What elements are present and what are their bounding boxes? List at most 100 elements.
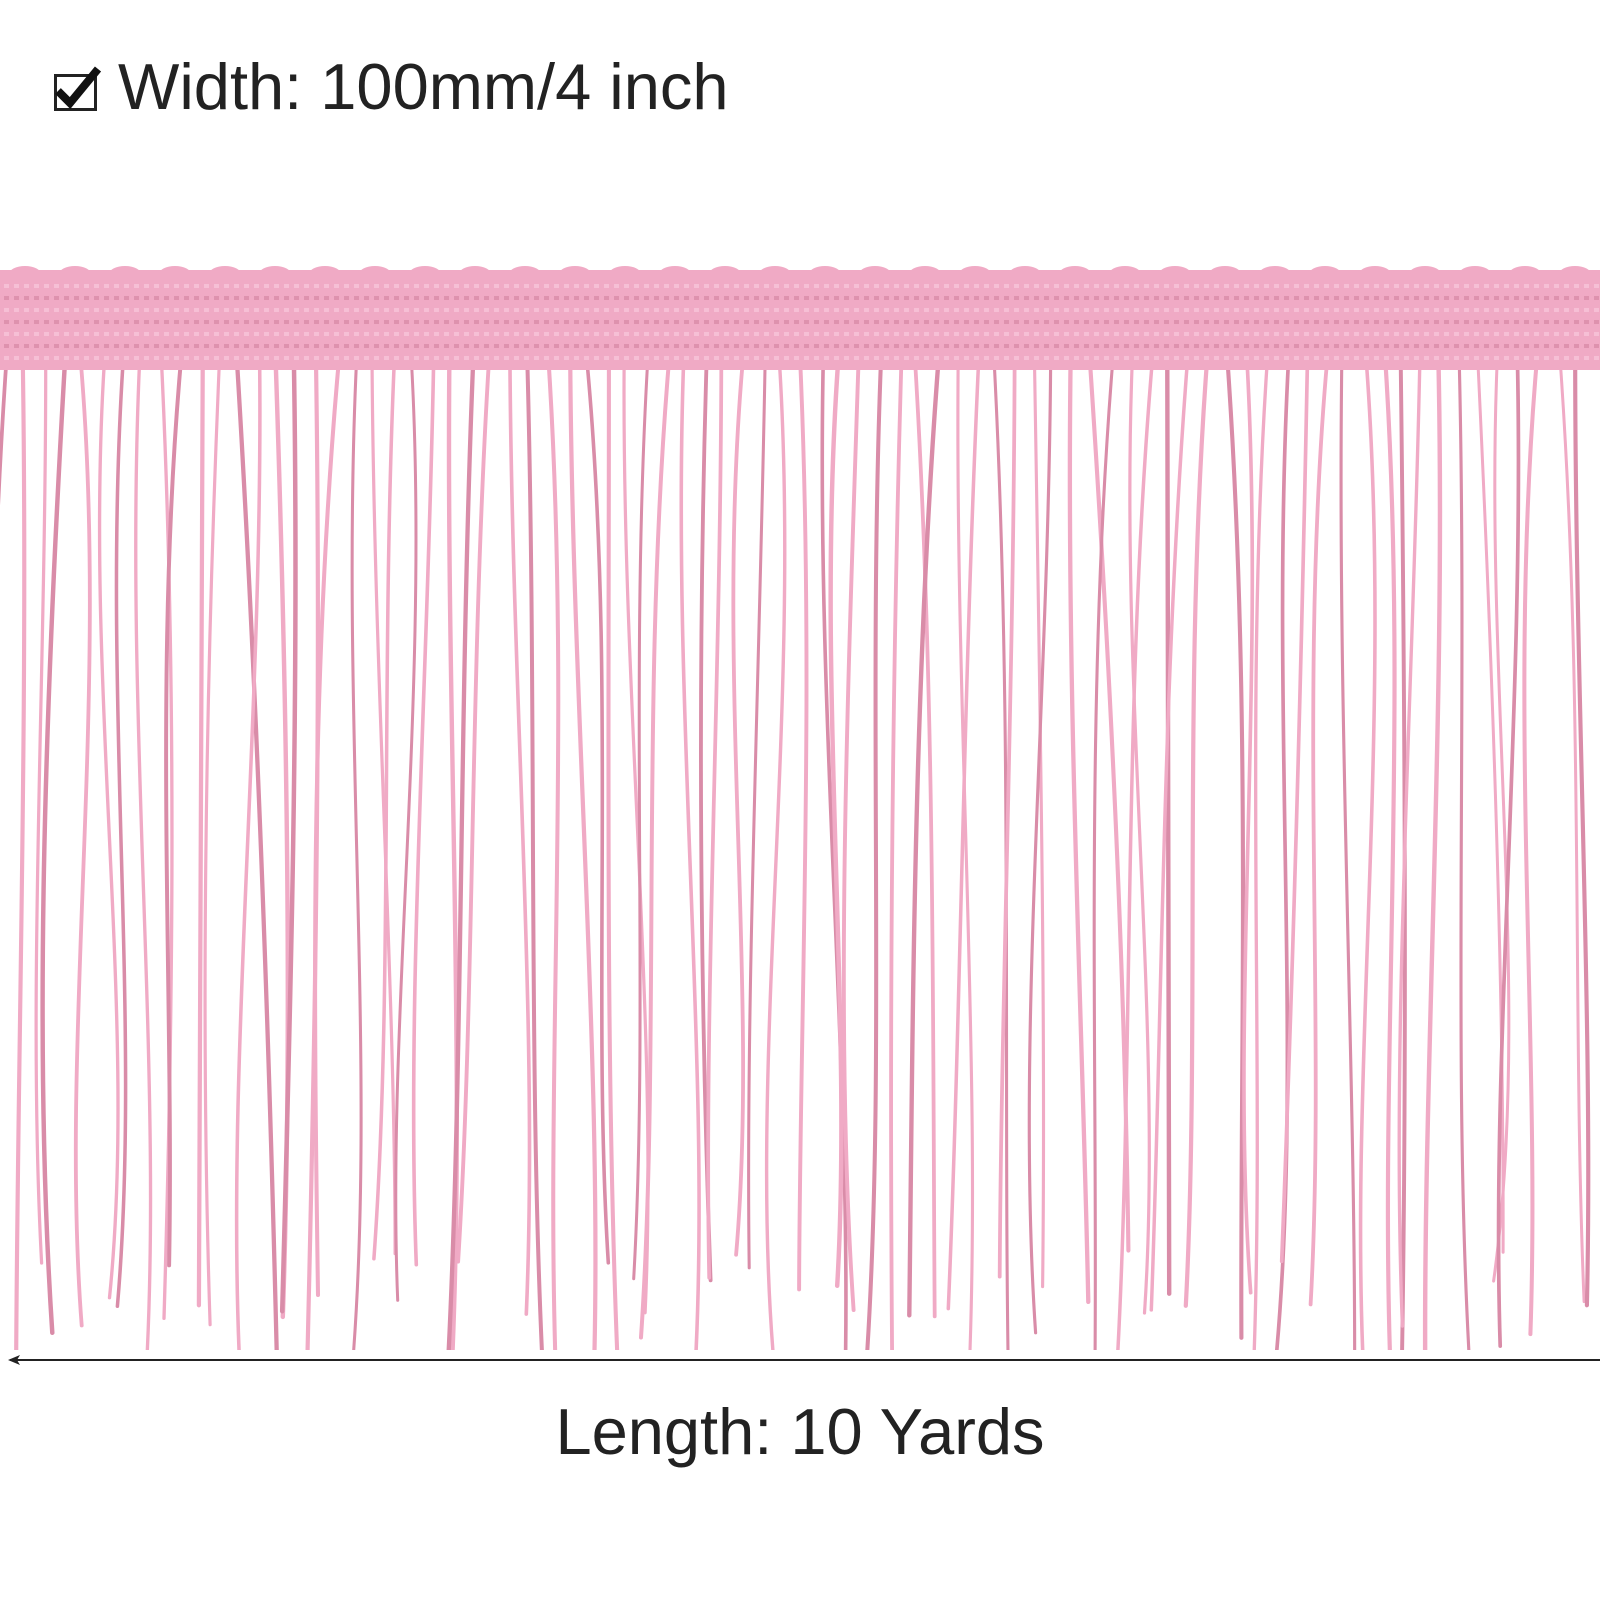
- band-weave: [24, 356, 29, 360]
- band-weave: [1234, 284, 1239, 288]
- band-weave: [1354, 284, 1359, 288]
- band-weave: [964, 308, 969, 312]
- fringe-strand: [203, 366, 221, 1327]
- band-weave: [1014, 332, 1019, 336]
- band-weave: [354, 308, 359, 312]
- band-weave: [1234, 356, 1239, 360]
- band-weave: [1264, 332, 1269, 336]
- band-weave: [1084, 356, 1089, 360]
- band-weave: [914, 284, 919, 288]
- band-weave: [914, 308, 919, 312]
- band-weave: [124, 332, 129, 336]
- band-weave: [554, 296, 559, 300]
- band-weave: [714, 356, 719, 360]
- band-weave: [1244, 332, 1249, 336]
- band-weave: [1574, 284, 1579, 288]
- band-weave: [1224, 356, 1229, 360]
- band-weave: [1114, 296, 1119, 300]
- band-weave: [694, 320, 699, 324]
- band-weave: [1304, 296, 1309, 300]
- band-weave: [1024, 356, 1029, 360]
- band-weave: [554, 344, 559, 348]
- band-weave: [104, 356, 109, 360]
- band-weave: [414, 284, 419, 288]
- band-weave: [1174, 320, 1179, 324]
- band-weave: [254, 284, 259, 288]
- band-weave: [1554, 356, 1559, 360]
- band-weave: [1554, 320, 1559, 324]
- band-weave: [674, 320, 679, 324]
- band-weave: [524, 284, 529, 288]
- band-weave: [244, 284, 249, 288]
- band-weave: [434, 356, 439, 360]
- band-weave: [684, 344, 689, 348]
- band-weave: [1134, 296, 1139, 300]
- band-weave: [124, 308, 129, 312]
- band-weave: [894, 320, 899, 324]
- band-weave: [544, 332, 549, 336]
- band-weave: [1304, 308, 1309, 312]
- band-loop: [1509, 266, 1541, 282]
- band-weave: [894, 308, 899, 312]
- band-weave: [1504, 344, 1509, 348]
- band-weave: [204, 332, 209, 336]
- band-weave: [1474, 284, 1479, 288]
- band-weave: [774, 344, 779, 348]
- band-weave: [1504, 332, 1509, 336]
- band-weave: [1284, 308, 1289, 312]
- band-weave: [1064, 296, 1069, 300]
- band-weave: [384, 356, 389, 360]
- band-weave: [394, 344, 399, 348]
- band-weave: [904, 356, 909, 360]
- band-weave: [1094, 308, 1099, 312]
- band-weave: [4, 344, 9, 348]
- band-weave: [1224, 332, 1229, 336]
- band-weave: [424, 284, 429, 288]
- band-weave: [1034, 284, 1039, 288]
- band-weave: [754, 344, 759, 348]
- band-weave: [624, 356, 629, 360]
- band-weave: [984, 296, 989, 300]
- band-weave: [174, 332, 179, 336]
- band-weave: [564, 356, 569, 360]
- band-weave: [1514, 296, 1519, 300]
- band-weave: [1054, 332, 1059, 336]
- fringe-strand: [1492, 366, 1511, 1283]
- band-weave: [204, 356, 209, 360]
- band-weave: [224, 308, 229, 312]
- band-weave: [934, 296, 939, 300]
- band-weave: [514, 344, 519, 348]
- band-weave: [124, 296, 129, 300]
- band-weave: [174, 320, 179, 324]
- band-weave: [1374, 284, 1379, 288]
- band-weave: [674, 344, 679, 348]
- band-weave: [314, 320, 319, 324]
- band-weave: [724, 320, 729, 324]
- band-weave: [1164, 308, 1169, 312]
- band-weave: [664, 320, 669, 324]
- band-weave: [1484, 320, 1489, 324]
- band-weave: [574, 296, 579, 300]
- band-weave: [264, 356, 269, 360]
- band-weave: [894, 332, 899, 336]
- width-spec: Width: 100mm/4 inch: [54, 52, 729, 122]
- band-weave: [414, 356, 419, 360]
- band-weave: [144, 296, 149, 300]
- band-weave: [814, 308, 819, 312]
- band-weave: [1184, 344, 1189, 348]
- band-weave: [524, 320, 529, 324]
- band-weave: [1404, 356, 1409, 360]
- band-weave: [514, 320, 519, 324]
- band-weave: [44, 296, 49, 300]
- band-weave: [944, 284, 949, 288]
- band-weave: [1444, 356, 1449, 360]
- band-weave: [184, 320, 189, 324]
- band-weave: [184, 296, 189, 300]
- band-weave: [544, 344, 549, 348]
- band-weave: [534, 296, 539, 300]
- band-weave: [784, 332, 789, 336]
- band-weave: [1014, 296, 1019, 300]
- band-weave: [1174, 308, 1179, 312]
- band-weave: [1314, 344, 1319, 348]
- fringe-strand: [747, 366, 767, 1270]
